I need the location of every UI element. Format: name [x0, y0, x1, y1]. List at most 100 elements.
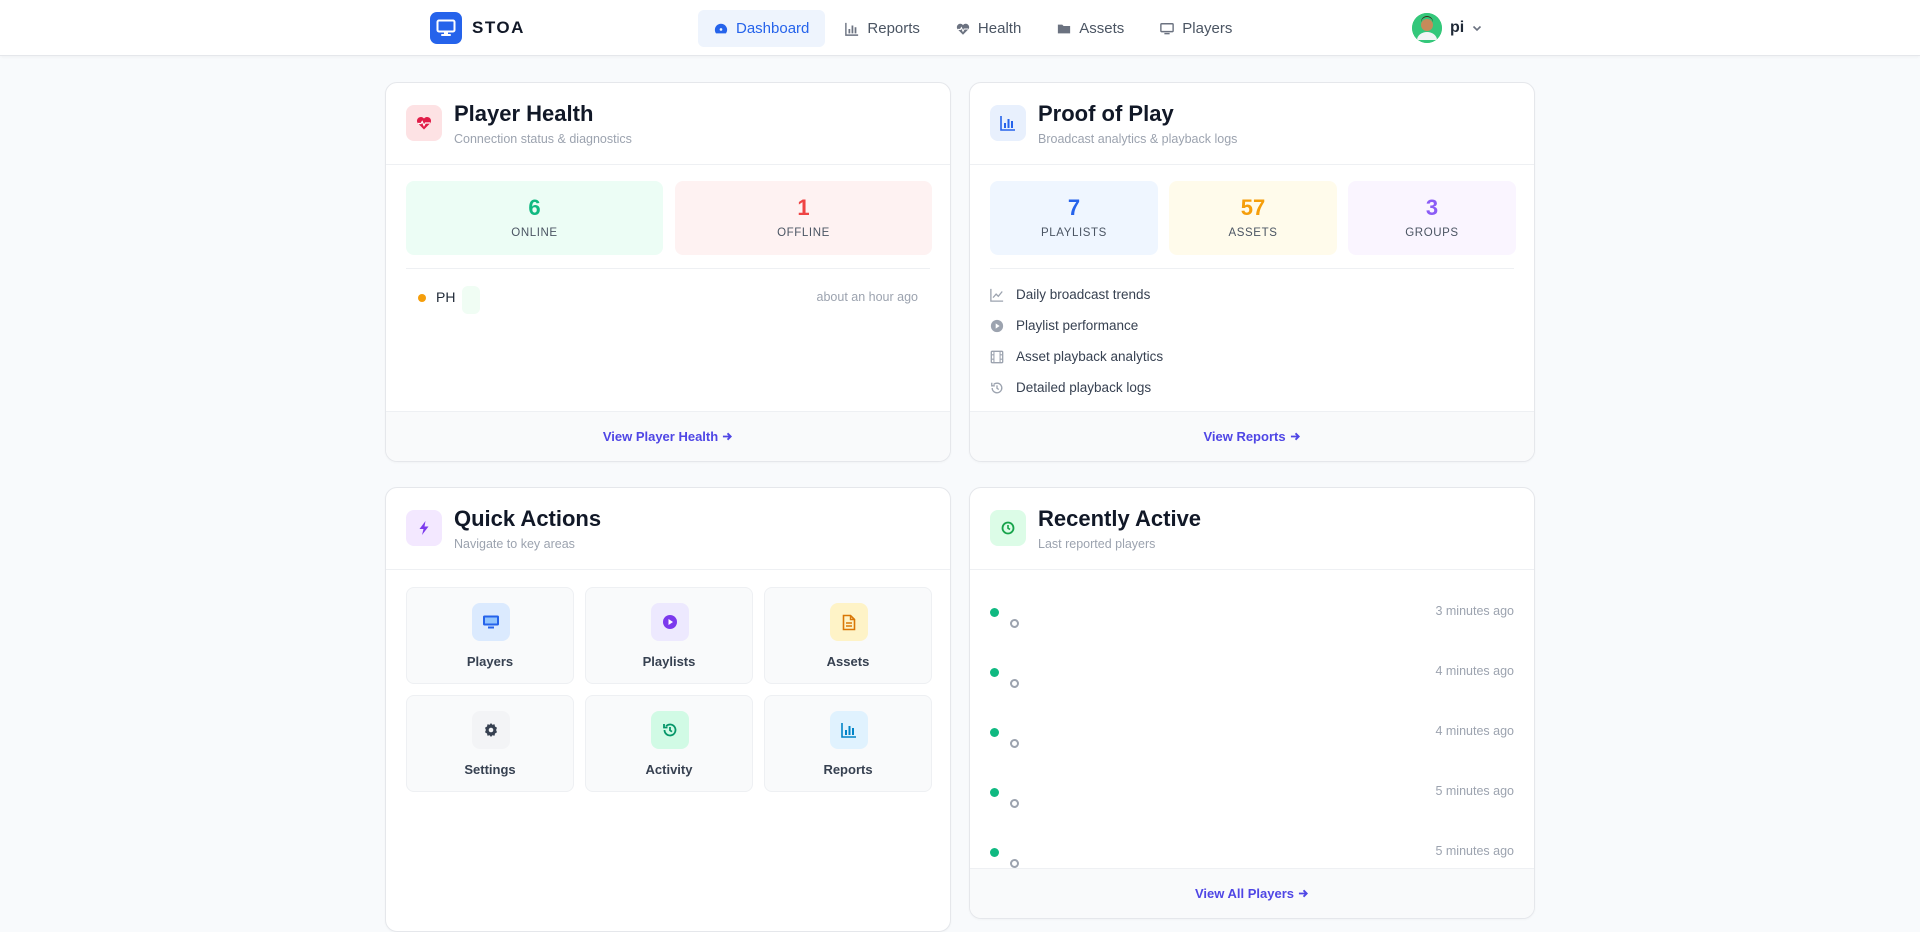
divider [990, 268, 1514, 269]
online-dot [990, 788, 999, 797]
status-ring [1010, 679, 1019, 688]
card-footer: View All Players [970, 868, 1534, 918]
card-subtitle: Connection status & diagnostics [454, 132, 632, 146]
nav-label: Reports [867, 20, 920, 37]
card-header: Quick Actions Navigate to key areas [386, 488, 950, 570]
report-item-playback-logs: Detailed playback logs [990, 380, 1151, 395]
chevron-down-icon [1473, 25, 1482, 32]
recent-player-row[interactable]: 3 minutes ago [990, 602, 1514, 642]
quick-action-playlists[interactable]: Playlists [585, 587, 753, 684]
view-player-health-link[interactable]: View Player Health [603, 429, 733, 444]
status-ring [1010, 739, 1019, 748]
quick-action-label: Assets [826, 654, 870, 669]
quick-action-activity[interactable]: Activity [585, 695, 753, 792]
recent-player-row[interactable]: 5 minutes ago [990, 842, 1514, 882]
monitor-icon [1160, 22, 1175, 34]
report-item-playlist-performance: Playlist performance [990, 318, 1138, 333]
recent-player-row[interactable]: 4 minutes ago [990, 662, 1514, 702]
last-seen: 5 minutes ago [1435, 844, 1514, 858]
status-dot [418, 294, 426, 302]
online-stat: 6 ONLINE [406, 181, 663, 255]
user-name: pi [1450, 19, 1465, 36]
nav-label: Assets [1079, 20, 1125, 37]
player-last-seen: about an hour ago [816, 290, 918, 304]
clock-icon [990, 510, 1026, 546]
nav-label: Health [977, 20, 1022, 37]
offline-stat: 1 OFFLINE [675, 181, 932, 255]
film-icon [990, 350, 1004, 363]
assets-count: 57 [1240, 195, 1266, 220]
assets-stat: 57 ASSETS [1169, 181, 1337, 255]
quick-action-settings[interactable]: Settings [406, 695, 574, 792]
nav-dashboard[interactable]: Dashboard [698, 10, 826, 47]
quick-action-label: Reports [823, 762, 873, 777]
card-subtitle: Navigate to key areas [454, 537, 575, 551]
status-ring [1010, 799, 1019, 808]
nav-players[interactable]: Players [1144, 10, 1248, 47]
player-badge [462, 286, 480, 314]
online-dot [990, 608, 999, 617]
quick-action-reports[interactable]: Reports [764, 695, 932, 792]
card-footer: View Reports [970, 411, 1534, 461]
avatar [1412, 13, 1442, 43]
quick-action-players[interactable]: Players [406, 587, 574, 684]
assets-label: ASSETS [1228, 227, 1278, 239]
history-icon [651, 711, 689, 749]
report-item-daily-trends: Daily broadcast trends [990, 287, 1150, 302]
playlists-count: 7 [1067, 195, 1081, 220]
nav-reports[interactable]: Reports [829, 10, 936, 47]
monitor-icon [430, 12, 462, 44]
quick-actions-card: Quick Actions Navigate to key areas Play… [385, 487, 951, 932]
online-count: 6 [528, 195, 541, 220]
user-menu[interactable]: pi [1412, 13, 1482, 43]
quick-action-label: Players [466, 654, 514, 669]
bar-chart-icon [830, 711, 868, 749]
card-footer: View Player Health [386, 411, 950, 461]
offline-count: 1 [797, 195, 810, 220]
player-row[interactable]: PH about an hour ago [406, 286, 930, 316]
player-name: PH [436, 289, 456, 305]
card-subtitle: Broadcast analytics & playback logs [1038, 132, 1238, 146]
online-dot [990, 728, 999, 737]
link-label: View All Players [1194, 886, 1294, 901]
quick-action-label: Playlists [642, 654, 696, 669]
view-reports-link[interactable]: View Reports [1203, 429, 1300, 444]
last-seen: 4 minutes ago [1435, 664, 1514, 678]
brand-name: STOA [472, 18, 525, 37]
quick-action-label: Activity [645, 762, 693, 777]
groups-stat: 3 GROUPS [1348, 181, 1516, 255]
online-label: ONLINE [511, 227, 558, 239]
nav-assets[interactable]: Assets [1041, 10, 1140, 47]
view-all-players-link[interactable]: View All Players [1195, 886, 1309, 901]
link-label: View Reports [1203, 429, 1286, 444]
status-ring [1010, 859, 1019, 868]
nav-health[interactable]: Health [940, 10, 1037, 47]
card-title: Proof of Play [1038, 101, 1174, 126]
heart-pulse-icon [406, 105, 442, 141]
report-item-label: Daily broadcast trends [1016, 287, 1151, 302]
brand[interactable]: STOA [430, 12, 525, 44]
recent-player-row[interactable]: 5 minutes ago [990, 782, 1514, 822]
groups-label: GROUPS [1405, 227, 1459, 239]
card-header: Recently Active Last reported players [970, 488, 1534, 570]
line-chart-icon [990, 288, 1004, 302]
report-item-label: Detailed playback logs [1016, 380, 1152, 395]
nav-label: Players [1182, 20, 1233, 37]
card-subtitle: Last reported players [1038, 537, 1156, 551]
report-item-asset-analytics: Asset playback analytics [990, 349, 1163, 364]
quick-action-assets[interactable]: Assets [764, 587, 932, 684]
recent-player-row[interactable]: 4 minutes ago [990, 722, 1514, 762]
heart-pulse-icon [956, 23, 970, 35]
history-icon [991, 382, 1003, 393]
last-seen: 3 minutes ago [1435, 604, 1514, 618]
main-nav: Dashboard Reports Health Assets Players [698, 10, 1248, 47]
bar-chart-icon [845, 22, 859, 36]
player-health-card: Player Health Connection status & diagno… [385, 82, 951, 462]
arrow-right-icon [1290, 432, 1300, 441]
card-title: Player Health [454, 101, 594, 126]
gear-icon [472, 711, 510, 749]
groups-count: 3 [1425, 195, 1439, 220]
playlists-stat: 7 PLAYLISTS [990, 181, 1158, 255]
monitor-icon [472, 603, 510, 641]
divider [406, 268, 930, 269]
